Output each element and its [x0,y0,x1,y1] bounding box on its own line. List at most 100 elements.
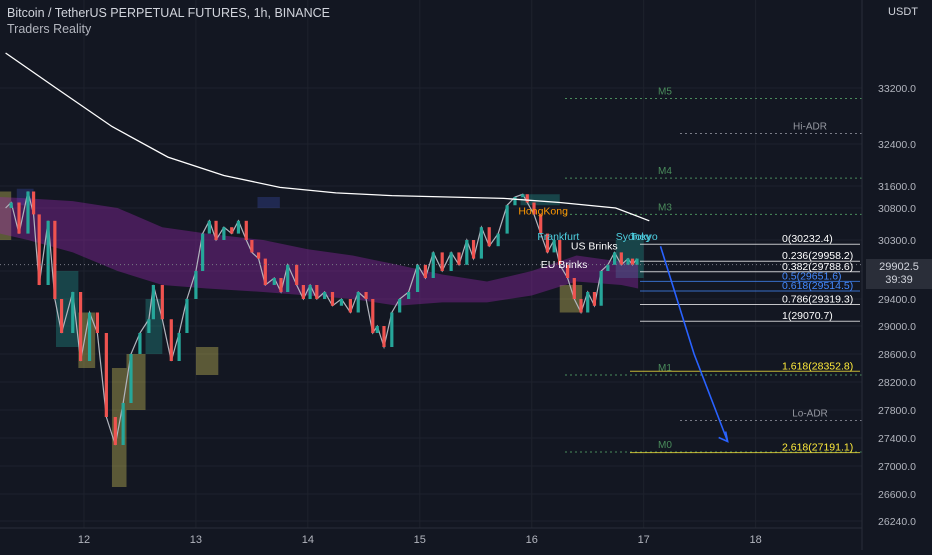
bar-countdown: 39:39 [885,274,913,286]
candle [207,220,211,234]
candle [250,240,254,253]
candle [364,292,368,299]
candle [423,264,428,278]
last-price-value: 29902.5 [879,261,919,273]
y-tick-label: 26240.0 [878,516,916,528]
fib-label: 0.236(29958.2) [782,250,853,262]
candle [348,299,352,313]
candle [398,299,402,313]
level-label: M1 [658,363,672,374]
candle [95,312,99,333]
candle [521,194,525,197]
candle [619,252,623,265]
candle [71,292,75,333]
level-label: M5 [658,87,672,98]
candle [185,299,189,333]
candle [440,252,444,271]
candle [279,278,283,292]
currency-label[interactable]: USDT [888,6,918,18]
candle [160,285,164,320]
y-tick-label: 26600.0 [878,489,916,501]
candle [87,312,92,361]
session-label: HongKong [518,205,568,217]
candle [31,191,36,215]
candle [545,233,550,253]
candle [151,285,155,320]
session-label: Tokyo [630,231,658,243]
level-label: Hi-ADR [793,122,827,133]
candle [390,312,394,347]
ema-cloud [0,197,639,306]
fib-label: 1(29070.7) [782,310,833,322]
candle [431,252,435,278]
candle [214,220,218,240]
x-tick-label: 16 [526,534,538,546]
candle [194,271,198,299]
y-tick-label: 27800.0 [878,405,916,417]
candle [121,403,125,445]
ema-line [5,52,650,222]
candle [586,292,590,313]
candle [295,264,299,285]
candle [382,326,386,347]
x-tick-label: 15 [414,534,426,546]
candle [222,227,226,240]
candle [415,264,420,292]
candle [236,220,241,234]
indicator-name[interactable]: Traders Reality [7,22,92,36]
candle [525,194,529,203]
candle [323,292,327,299]
projection-arrowhead [718,431,729,443]
session-label: Sydney [616,231,652,243]
candle [565,264,570,278]
fib-label: 0(30232.4) [782,233,833,245]
y-tick-label: 31600.0 [878,181,916,193]
candle [263,258,267,285]
session-label: US Brinks [571,240,618,252]
last-price-tag: 29902.5 39:39 [866,259,932,289]
candle [539,214,543,234]
candle [465,240,469,265]
candle [375,326,379,333]
candle [612,252,617,265]
candle [599,271,603,306]
session-zone [520,194,560,206]
candle [606,264,610,271]
candle [532,202,536,215]
candle [558,240,562,265]
y-tick-label: 32400.0 [878,139,916,151]
candle [496,233,500,247]
candle [147,319,151,333]
x-tick-label: 18 [750,534,762,546]
level-label: M4 [658,166,672,177]
candle [330,292,335,306]
y-tick-label: 27400.0 [878,433,916,445]
candle [513,197,517,206]
candle [46,220,50,285]
candle [479,227,483,259]
candle [26,191,30,234]
candle [630,258,635,265]
candle [315,285,319,299]
y-tick-label: 30300.0 [878,235,916,247]
candle [471,240,476,259]
candle [230,227,234,234]
candle [308,285,312,299]
candle [201,233,205,271]
session-label: Frankfurt [537,231,579,243]
fib-label: 0.618(29514.5) [782,280,853,292]
candle [592,292,597,306]
fib-label: 2.618(27191.1) [782,442,853,454]
projection-path [659,245,729,442]
candle [79,292,83,361]
candle [129,354,133,403]
level-label: M3 [658,202,672,213]
y-tick-label: 28200.0 [878,377,916,389]
candle [138,333,142,354]
candle [487,227,491,247]
candle [113,417,117,445]
candle [505,205,509,234]
candle [59,299,64,333]
